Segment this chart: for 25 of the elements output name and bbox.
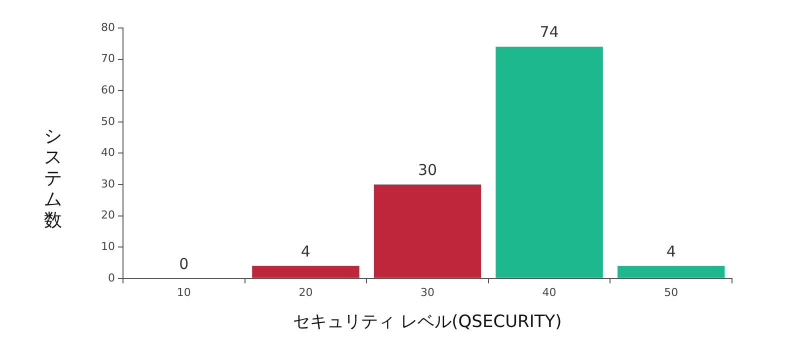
y-tick-label: 70	[100, 52, 115, 66]
y-tick-label: 40	[100, 146, 115, 160]
y-tick-label: 50	[100, 114, 115, 128]
bar	[618, 266, 725, 278]
x-axis-title: セキュリティ レベル(QSECURITY)	[293, 312, 562, 332]
y-tick-label: 10	[100, 240, 115, 253]
y-tick-label: 60	[100, 83, 115, 96]
y-tick-label: 0	[108, 271, 115, 284]
y-axis-title: システム数	[43, 126, 63, 231]
x-tick-label: 20	[298, 286, 313, 299]
x-tick-label: 10	[176, 286, 191, 299]
bar	[496, 46, 603, 278]
bar	[252, 266, 360, 278]
x-tick-label: 40	[542, 286, 556, 299]
bar	[374, 184, 482, 278]
y-tick-label: 80	[100, 20, 115, 34]
x-tick-label: 50	[664, 286, 678, 299]
x-tick-label: 30	[420, 286, 434, 299]
data-label: 0	[179, 254, 189, 273]
y-tick-label: 30	[100, 177, 115, 190]
y-tick-label: 20	[100, 208, 115, 222]
data-label: 4	[300, 242, 310, 260]
data-label: 74	[540, 23, 559, 42]
data-label: 30	[418, 160, 438, 179]
data-label: 4	[666, 242, 676, 260]
